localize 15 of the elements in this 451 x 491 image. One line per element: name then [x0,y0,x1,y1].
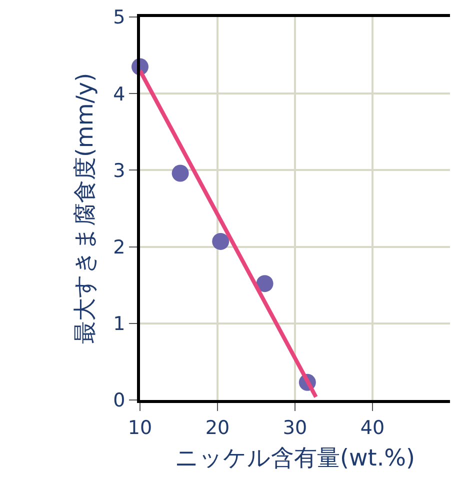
y-tick-label: 0 [113,390,126,412]
x-tick-label: 10 [128,416,152,439]
x-tick-label: 40 [360,416,385,439]
y-tick-label: 4 [113,83,126,106]
y-tick-label: 1 [113,313,126,336]
y-axis-title: 最大すきま腐食度(mm/y) [72,72,99,344]
y-tick-label: 3 [113,160,126,182]
x-axis-title: ニッケル含有量(wt.%) [175,445,415,472]
y-tick-label: 2 [113,236,126,258]
x-tick-label: 30 [282,416,308,439]
y-tick-label: 5 [113,6,126,29]
x-tick-label: 20 [205,416,230,439]
point [172,164,189,182]
point [256,275,274,292]
point [212,232,230,250]
